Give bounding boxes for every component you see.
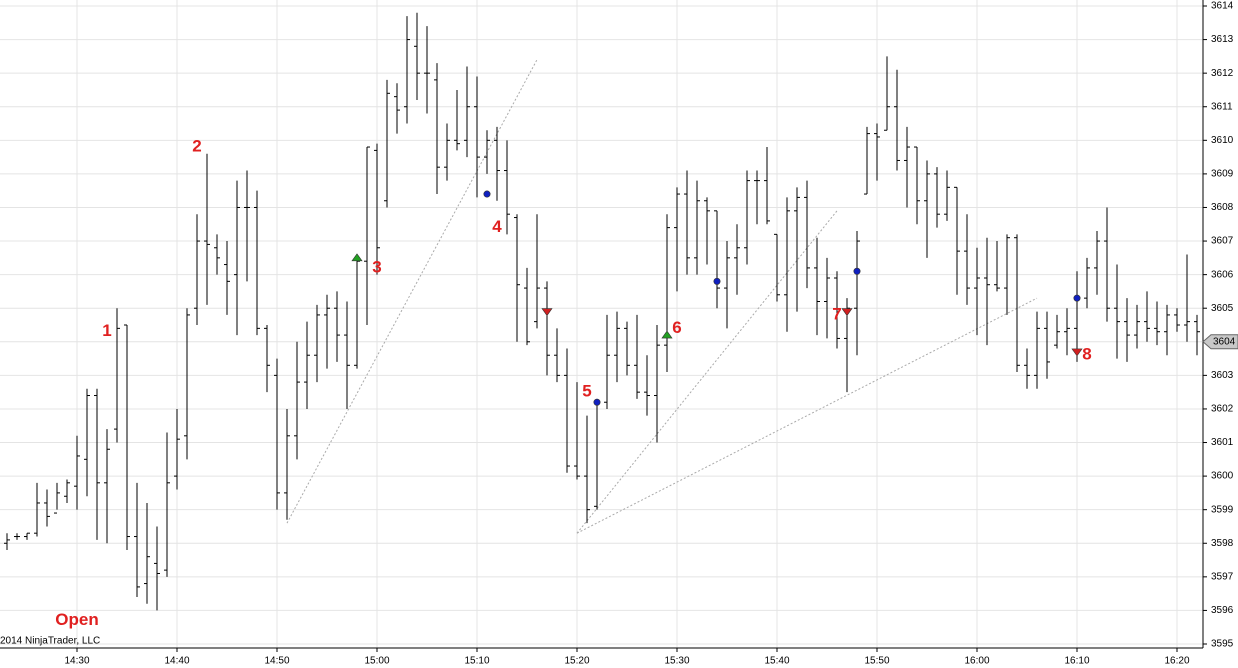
annotation: 2 xyxy=(192,137,201,156)
x-tick-label: 15:50 xyxy=(864,656,889,667)
drawings xyxy=(286,59,1038,534)
x-tick-label: 16:20 xyxy=(1164,656,1189,667)
y-tick-label: 3613 xyxy=(1211,34,1234,45)
x-tick-label: 15:30 xyxy=(664,656,689,667)
annotation: 4 xyxy=(492,217,502,236)
annotation: Open xyxy=(55,610,98,629)
signal-dot xyxy=(1073,294,1081,302)
annotation: 3 xyxy=(372,257,381,276)
signal-dot xyxy=(593,398,601,406)
y-tick-label: 3601 xyxy=(1211,437,1234,448)
signal-down xyxy=(841,308,853,317)
annotation: 7 xyxy=(832,304,841,323)
annotation: 1 xyxy=(102,321,111,340)
y-tick-label: 3612 xyxy=(1211,68,1234,79)
x-tick-label: 15:00 xyxy=(364,656,389,667)
x-tick-label: 14:40 xyxy=(164,656,189,667)
bars xyxy=(4,12,1200,611)
y-tick-label: 3609 xyxy=(1211,169,1234,180)
signal-dot xyxy=(853,267,861,275)
grid xyxy=(0,0,1203,648)
y-tick-label: 3595 xyxy=(1211,639,1234,650)
y-tick-label: 3596 xyxy=(1211,605,1234,616)
y-tick-label: 3614 xyxy=(1211,1,1234,12)
y-tick-label: 3606 xyxy=(1211,269,1234,280)
annotation: 5 xyxy=(582,382,591,401)
y-tick-label: 3611 xyxy=(1211,101,1233,112)
annotation: 6 xyxy=(672,318,681,337)
y-tick-label: 3597 xyxy=(1211,571,1234,582)
signal-down xyxy=(1071,348,1083,357)
y-tick-label: 3610 xyxy=(1211,135,1234,146)
annotation: 8 xyxy=(1082,345,1091,364)
x-tick-label: 15:20 xyxy=(564,656,589,667)
y-tick-label: 3599 xyxy=(1211,504,1234,515)
y-tick-label: 3605 xyxy=(1211,303,1234,314)
trend-line xyxy=(576,210,838,534)
last-price-tag xyxy=(1202,334,1238,350)
last-price-label: 3604 xyxy=(1213,336,1236,347)
signals: 1 2 3 4 5 6 7 8 Open xyxy=(55,137,1091,629)
x-tick-label: 14:50 xyxy=(264,656,289,667)
signal-down xyxy=(541,308,553,317)
x-tick-label: 14:30 xyxy=(64,656,89,667)
y-tick-label: 3608 xyxy=(1211,202,1234,213)
signal-up xyxy=(351,253,363,262)
y-tick-label: 3598 xyxy=(1211,538,1234,549)
y-tick-label: 3602 xyxy=(1211,404,1234,415)
signal-dot xyxy=(713,277,721,285)
y-tick-label: 3607 xyxy=(1211,236,1234,247)
copyright: 2014 NinjaTrader, LLC xyxy=(0,636,100,647)
x-tick-label: 16:00 xyxy=(964,656,989,667)
x-tick-label: 15:10 xyxy=(464,656,489,667)
signal-up xyxy=(661,330,673,339)
x-tick-label: 16:10 xyxy=(1064,656,1089,667)
signal-dot xyxy=(483,190,491,198)
x-tick-label: 15:40 xyxy=(764,656,789,667)
y-tick-label: 3600 xyxy=(1211,471,1234,482)
y-tick-label: 3603 xyxy=(1211,370,1234,381)
